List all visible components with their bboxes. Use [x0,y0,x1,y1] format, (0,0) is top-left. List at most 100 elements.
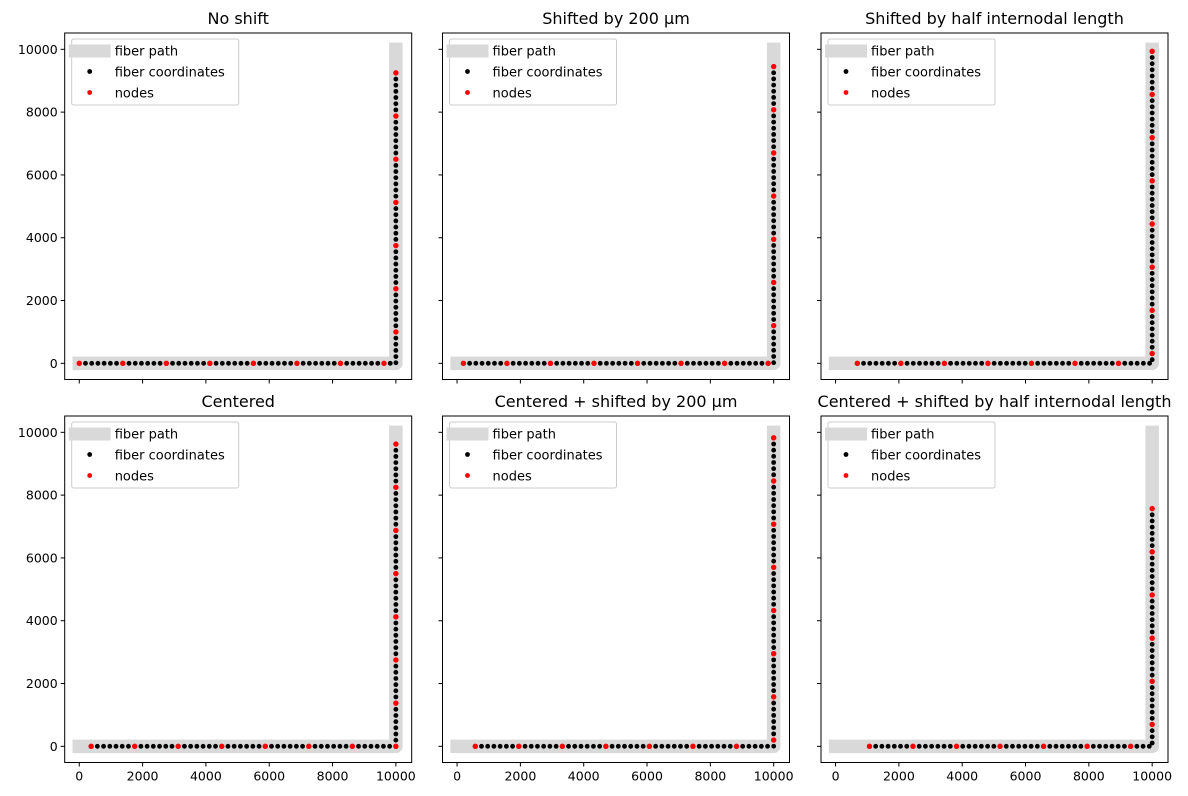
fiber-coordinate-point [393,565,399,570]
fiber-coordinate-point [535,360,541,366]
fiber-coordinate-point [1134,743,1140,749]
fiber-coordinate-point [771,181,777,187]
fiber-coordinate-point [610,360,616,366]
fiber-coordinate-point [387,743,393,749]
fiber-coordinate-point [195,360,200,366]
fiber-coordinate-point [747,360,752,366]
node-point [770,564,777,571]
fiber-coordinate-point [269,743,274,749]
fiber-coordinate-point [312,743,318,749]
fiber-coordinate-point [473,360,479,366]
node-point [1149,264,1155,270]
fiber-coordinate-point [491,743,497,749]
legend-box [827,38,996,106]
fiber-coordinate-point [393,725,399,731]
axes-frame [64,415,413,763]
node-point [1084,743,1090,750]
node-point [721,360,728,367]
fiber-coordinate-point [1149,147,1155,153]
legend: fiber path fiber coordinates nodes [825,421,996,489]
fiber-coordinate-point [771,76,777,82]
x-tick-label: 4000 [190,769,222,784]
fiber-coordinate-point [1149,314,1155,319]
fiber-coordinate-point [696,743,702,749]
fiber-coordinate-point [503,743,509,749]
node-point [219,743,225,750]
fiber-coordinate-point [771,187,777,193]
node-point [1149,91,1155,98]
fiber-coordinate-point [393,88,399,94]
fiber-coordinate-point [641,360,647,366]
fiber-coordinate-point [393,472,399,478]
legend: fiber path fiber coordinates nodes [68,421,240,489]
legend-fiber-path-swatch [446,44,489,58]
fiber-coordinate-point [771,298,777,304]
fiber-coordinate-point [572,360,578,366]
x-tick-label: 0 [832,769,840,784]
fiber-coordinate-point [1149,67,1155,73]
fiber-coordinate-point [1149,555,1155,561]
fiber-coordinate-point [1090,743,1096,749]
fiber-coordinate-point [728,360,734,366]
fiber-path-line [828,425,1159,754]
fiber-coordinate-point [393,447,399,453]
fiber-coordinate-point [1149,734,1155,740]
y-tick-label: 8000 [26,105,58,120]
fiber-coordinate-point [306,360,312,366]
fiber-coordinate-point [979,360,985,366]
fiber-coordinate-point [1085,360,1090,366]
subplot-title: Centered + shifted by half internodal le… [818,392,1172,411]
fiber-coordinate-point [771,706,777,712]
legend-label-nodes: nodes [871,470,910,485]
node-point [591,360,597,367]
legend: fiber path fiber coordinates nodes [825,38,996,106]
x-tick-label: 4000 [946,769,978,784]
fiber-coordinate-point [393,181,399,187]
fiber-coordinate-point [1149,344,1155,350]
fiber-coordinate-point [522,743,528,749]
legend: fiber path fiber coordinates nodes [446,421,617,489]
node-point [770,650,777,657]
node-point [690,743,696,750]
fiber-coordinate-point [771,95,777,100]
fiber-coordinate-point [244,360,250,366]
fiber-coordinate-point [771,255,777,261]
fiber-coordinate-point [616,360,622,366]
fiber-coordinate-point [393,335,399,341]
fiber-coordinate-point [771,577,777,583]
fiber-coordinate-point [771,571,777,576]
node-point [1149,549,1155,555]
fiber-coordinate-point [541,743,547,749]
fiber-coordinate-point [393,540,399,546]
fiber-coordinate-point [393,162,399,168]
fiber-coordinate-point [169,743,175,749]
fiber-coordinate-point [1149,623,1155,629]
y-tick-label: 0 [50,739,58,754]
fiber-coordinate-point [771,261,777,267]
node-point [393,700,399,706]
fiber-coordinate-point [771,292,777,298]
fiber-coordinate-point [393,169,399,174]
fiber-coordinate-point [1149,598,1155,604]
node-point [678,360,684,367]
fiber-coordinate-point [671,743,677,749]
fiber-coordinate-point [771,657,777,663]
axes-frame [442,415,790,763]
fiber-coordinate-point [479,743,484,749]
fiber-coordinate-point [393,82,399,88]
legend-label-nodes: nodes [493,470,532,485]
subplot-5: Centered + shifted by 200 µm 0 2000 4000 600… [438,392,794,784]
fiber-coordinate-point [771,663,777,669]
fiber-coordinate-point [771,675,777,681]
node-point [175,743,181,750]
node-point [1149,635,1155,641]
node-point [393,329,399,335]
node-point [1149,592,1155,598]
fiber-coordinate-point [1103,743,1109,749]
node-point [262,743,268,750]
subplot-title: Shifted by half internodal length [865,9,1124,28]
node-point [733,743,740,750]
fiber-coordinate-point [947,743,953,749]
fiber-coordinate-point [653,360,659,366]
